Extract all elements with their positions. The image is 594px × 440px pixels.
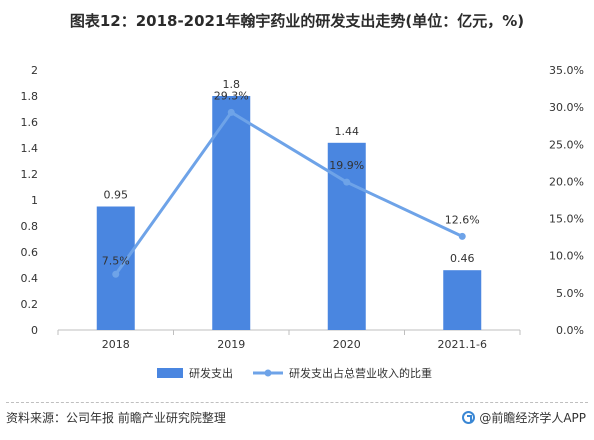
- line-point: [112, 270, 120, 278]
- line-point: [343, 178, 351, 186]
- y-right-tick-label: 30.0%: [549, 101, 584, 114]
- y-left-axis: 0 0.2 0.4 0.6 0.8 1 1.2 1.4 1.6 1.8 2: [21, 64, 39, 337]
- legend-bar-swatch: [157, 368, 183, 378]
- line-data-label: 29.3%: [214, 89, 249, 102]
- y-left-tick-label: 0.6: [21, 246, 39, 259]
- x-tick-label: 2019: [217, 338, 245, 351]
- bar-data-label: 0.46: [450, 252, 475, 265]
- bar-data-label: 1.44: [335, 125, 360, 138]
- y-left-tick-label: 1.2: [21, 168, 39, 181]
- legend-bar-label: 研发支出: [189, 366, 233, 380]
- y-right-tick-label: 25.0%: [549, 138, 584, 151]
- y-left-tick-label: 0.2: [21, 298, 39, 311]
- line-point: [227, 108, 235, 116]
- line-data-label: 12.6%: [445, 213, 480, 226]
- qianzhan-logo-icon: [462, 411, 476, 424]
- bar: [443, 270, 482, 330]
- y-right-tick-label: 0.0%: [556, 324, 584, 337]
- y-left-tick-label: 0.8: [21, 220, 39, 233]
- bar-series: [96, 96, 482, 330]
- y-right-axis: 0.0% 5.0% 10.0% 15.0% 20.0% 25.0% 30.0% 35.0%: [549, 64, 584, 337]
- x-axis: 2018 2019 2020 2021.1-6: [57, 330, 521, 351]
- bar-data-label: 0.95: [104, 189, 129, 202]
- y-right-tick-label: 15.0%: [549, 213, 584, 226]
- y-right-tick-label: 35.0%: [549, 64, 584, 77]
- line-series: [112, 108, 466, 278]
- line-data-label: 7.5%: [102, 254, 130, 267]
- legend: 研发支出 研发支出占总营业收入的比重: [157, 366, 432, 380]
- chart-title: 图表12：2018-2021年翰宇药业的研发支出走势(单位：亿元，%): [69, 12, 525, 30]
- brand-label: @前瞻经济学人APP: [479, 411, 586, 425]
- y-right-tick-label: 20.0%: [549, 175, 584, 188]
- legend-line-marker: [264, 369, 272, 377]
- y-right-tick-label: 5.0%: [556, 287, 584, 300]
- y-left-tick-label: 1.8: [21, 90, 39, 103]
- x-tick-label: 2018: [102, 338, 130, 351]
- line-data-labels: 7.5% 29.3% 19.9% 12.6%: [102, 89, 480, 267]
- y-left-tick-label: 1.6: [21, 116, 39, 129]
- bar-data-label: 1.8: [223, 78, 241, 91]
- y-right-tick-label: 10.0%: [549, 250, 584, 263]
- y-left-tick-label: 0.4: [21, 272, 39, 285]
- source-note: 资料来源：公司年报 前瞻产业研究院整理: [6, 411, 226, 425]
- x-tick-label: 2020: [333, 338, 361, 351]
- legend-line-label: 研发支出占总营业收入的比重: [289, 366, 432, 380]
- y-left-tick-label: 0: [31, 324, 38, 337]
- x-tick-label: 2021.1-6: [438, 338, 487, 351]
- brand-credit: @前瞻经济学人APP: [462, 409, 586, 426]
- bar-data-labels: 0.95 1.8 1.44 0.46: [104, 78, 475, 265]
- bar: [212, 96, 251, 330]
- y-left-tick-label: 2: [31, 64, 38, 77]
- line-path: [114, 110, 463, 276]
- y-left-tick-label: 1: [31, 194, 38, 207]
- line-point: [458, 232, 466, 240]
- y-left-tick-label: 1.4: [21, 142, 39, 155]
- footer-divider: [6, 402, 588, 403]
- line-data-label: 19.9%: [329, 159, 364, 172]
- bar: [96, 206, 135, 330]
